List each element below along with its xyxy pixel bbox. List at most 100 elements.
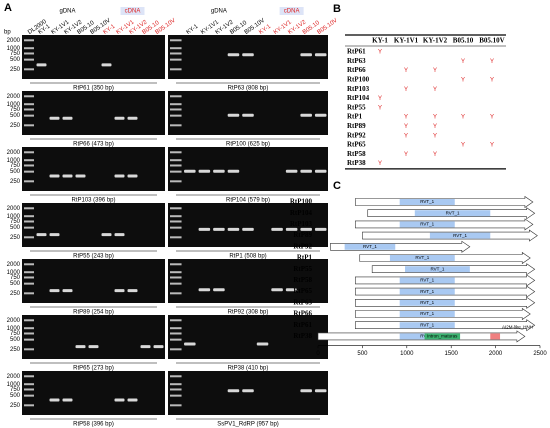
column-header: B05.10V (479, 37, 504, 45)
gel-image (22, 91, 165, 135)
band (114, 398, 125, 402)
band (271, 288, 283, 292)
row-name: RtP63 (347, 57, 366, 65)
ladder-label: 1000 (7, 46, 21, 52)
row-name: RtP103 (347, 85, 370, 93)
band (49, 233, 60, 237)
ladder-band (170, 236, 182, 239)
domain-box (399, 311, 455, 317)
ladder-label: 2000 (7, 318, 21, 324)
ladder-label: 250 (10, 123, 21, 129)
ladder-label: 250 (10, 67, 21, 73)
band (114, 116, 125, 120)
band (101, 233, 112, 237)
table-cell: Y (461, 143, 465, 149)
ladder-band (170, 170, 182, 173)
gene-name: RtP104 (290, 209, 313, 217)
ladder-band (170, 220, 182, 223)
gene-name: RtP89 (293, 231, 312, 239)
ladder-band (24, 180, 34, 183)
ladder-band (170, 215, 182, 218)
gene-name: RtP100 (290, 198, 313, 206)
ladder-band (24, 226, 34, 229)
ladder-band (170, 180, 182, 183)
ladder-band (24, 276, 34, 279)
domain-label: RVT_1 (420, 289, 434, 294)
table-cell: Y (461, 115, 465, 121)
ladder-band (170, 47, 182, 50)
table-cell: Y (490, 143, 494, 149)
band (198, 227, 211, 231)
domain-label: RVT_1 (415, 255, 429, 260)
group-label: gDNA (211, 9, 227, 15)
ladder-band (170, 276, 182, 279)
ladder-band (170, 108, 182, 111)
ladder-band (24, 383, 34, 386)
table-cell: Y (378, 50, 382, 56)
ladder-label: 2000 (7, 262, 21, 268)
ladder-band (170, 164, 182, 167)
ladder-band (170, 388, 182, 391)
band (314, 227, 327, 231)
domain-box (399, 322, 455, 329)
gel-caption: RtP100 (625 bp) (226, 142, 270, 148)
ladder-band (24, 215, 34, 218)
ladder-label: 250 (10, 179, 21, 185)
table-cell: Y (404, 152, 408, 158)
domain-label: RVT_1 (453, 233, 467, 238)
gel-image (168, 91, 328, 135)
domain-box (399, 277, 455, 284)
band (314, 389, 327, 393)
table-cell: Y (404, 87, 408, 93)
ladder-band (170, 207, 182, 210)
domain-box (414, 210, 491, 217)
row-name: RtP58 (347, 150, 366, 158)
band (227, 169, 240, 173)
ladder-band (170, 58, 182, 61)
ladder-label: 2000 (7, 94, 21, 100)
ladder-label: 750 (10, 331, 21, 337)
table-cell: Y (433, 68, 437, 74)
band (88, 345, 99, 349)
ladder-band (170, 271, 182, 274)
ladder-band (24, 164, 34, 167)
band (184, 342, 196, 346)
ladder-label: 500 (10, 113, 21, 119)
table-cell: Y (461, 59, 465, 65)
row-name: RtP92 (347, 131, 366, 139)
band (153, 345, 164, 349)
ladder-band (24, 108, 34, 111)
domain-box (399, 199, 455, 205)
band (75, 345, 86, 349)
band (314, 113, 327, 117)
ladder-band (24, 319, 34, 322)
band (62, 398, 73, 402)
ladder-band (24, 68, 34, 71)
ladder-label: 500 (10, 337, 21, 343)
gene-name: RtP103 (290, 220, 313, 228)
table-cell: Y (378, 105, 382, 111)
band (198, 169, 211, 173)
ladder-label: 1000 (7, 326, 21, 332)
band (198, 288, 211, 292)
table-cell: Y (433, 124, 437, 130)
band (242, 389, 254, 393)
domain-box (424, 333, 461, 340)
band (36, 233, 47, 237)
band (213, 288, 225, 292)
row-name: RtP66 (347, 66, 366, 74)
band (227, 389, 240, 393)
band (314, 169, 327, 173)
lane-label: B05.10V (316, 18, 338, 36)
gel-caption: RtP104 (579 bp) (226, 198, 270, 204)
gel-caption: RtP63 (808 bp) (228, 86, 269, 92)
gel-image (168, 371, 328, 415)
band (285, 169, 298, 173)
x-tick-label: 2500 (533, 351, 547, 357)
ladder-label: 1000 (7, 102, 21, 108)
band (314, 53, 327, 57)
table-cell: Y (404, 68, 408, 74)
gel-image (22, 315, 165, 359)
gel-image (22, 371, 165, 415)
group-highlight (120, 7, 145, 15)
